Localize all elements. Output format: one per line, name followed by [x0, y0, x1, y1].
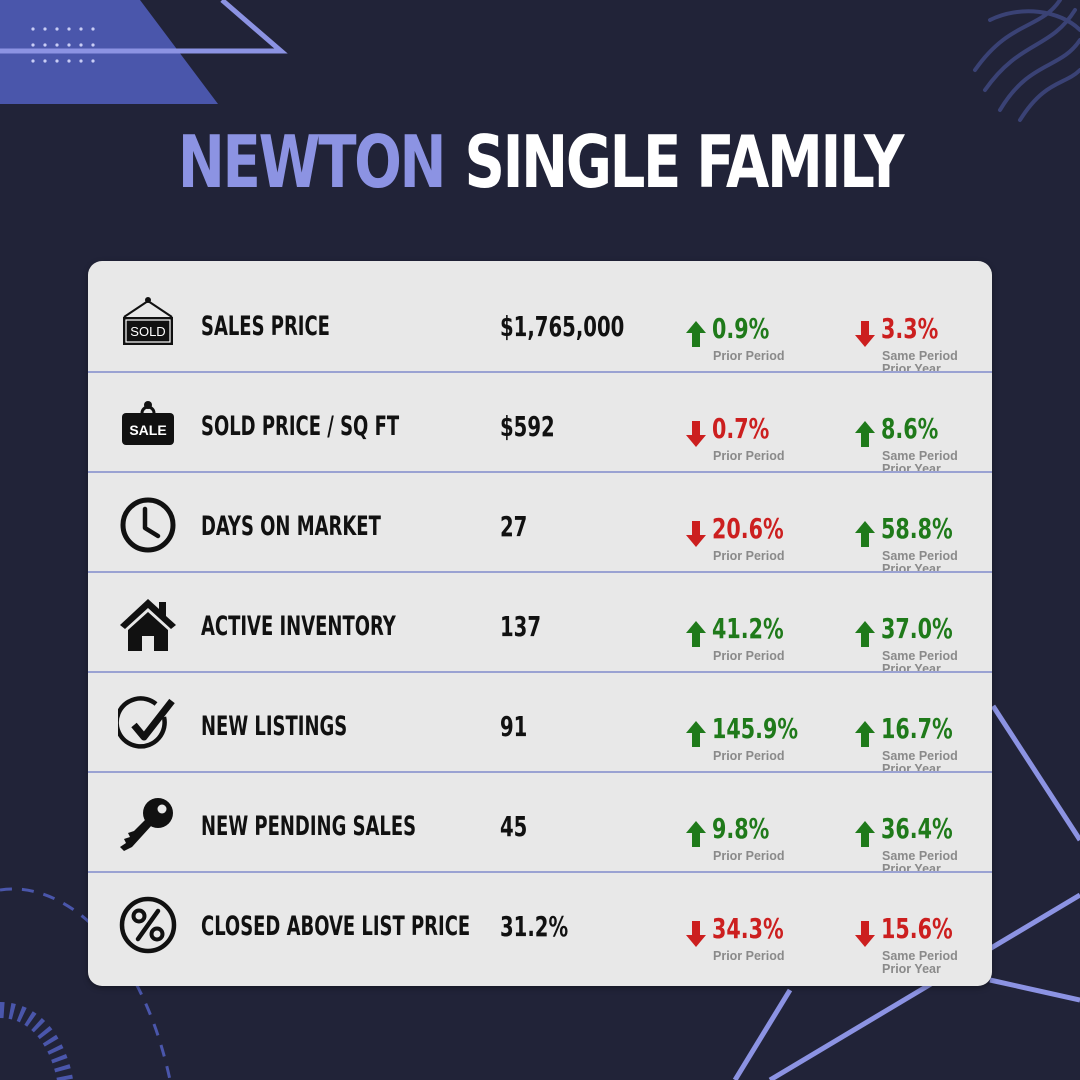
change-caption: Prior Period: [713, 849, 785, 863]
clock-icon: [120, 497, 176, 553]
change-percent: 145.9%: [712, 712, 799, 745]
stat-row-sales-price: SOLD SALES PRICE $1,765,000 0.9% Prior P…: [88, 273, 992, 376]
stat-row-closed-above-list: CLOSED ABOVE LIST PRICE 31.2% 34.3% Prio…: [88, 873, 992, 976]
checkmark-circle-icon: [118, 696, 175, 749]
change-caption: Same Period Prior Year: [882, 949, 958, 976]
change-percent: 34.3%: [712, 912, 784, 945]
row-divider: [88, 471, 992, 473]
arrow-down-icon: [686, 521, 706, 547]
row-divider: [88, 871, 992, 873]
arrow-down-icon: [855, 921, 875, 947]
arrow-up-icon: [855, 421, 875, 447]
row-divider: [88, 571, 992, 573]
stat-value: 31.2%: [500, 910, 569, 943]
change-caption: Prior Period: [713, 549, 785, 563]
stats-card: SOLD SALES PRICE $1,765,000 0.9% Prior P…: [88, 261, 992, 986]
change-percent: 0.9%: [712, 312, 770, 345]
arrow-up-icon: [855, 721, 875, 747]
row-divider: [88, 371, 992, 373]
arrow-down-icon: [855, 321, 875, 347]
arrow-down-icon: [686, 421, 706, 447]
change-caption: Prior Period: [713, 649, 785, 663]
title-property-type: SINGLE FAMILY: [464, 120, 904, 204]
arrow-up-icon: [686, 621, 706, 647]
stat-value: $592: [500, 410, 555, 443]
change-percent: 58.8%: [881, 512, 953, 545]
stat-label: CLOSED ABOVE LIST PRICE: [201, 911, 471, 942]
change-caption: Prior Period: [713, 449, 785, 463]
stat-value: 91: [500, 710, 528, 743]
arrow-up-icon: [686, 321, 706, 347]
row-divider: [88, 771, 992, 773]
arrow-up-icon: [855, 821, 875, 847]
change-percent: 8.6%: [881, 412, 939, 445]
stat-label: SOLD PRICE / SQ FT: [201, 411, 400, 442]
house-icon: [120, 599, 176, 651]
change-percent: 9.8%: [712, 812, 770, 845]
stat-value: $1,765,000: [500, 310, 625, 343]
row-divider: [88, 671, 992, 673]
stat-value: 137: [500, 610, 542, 643]
stat-label: NEW PENDING SALES: [201, 811, 417, 842]
stat-label: ACTIVE INVENTORY: [201, 611, 396, 642]
change-percent: 36.4%: [881, 812, 953, 845]
sale-sign-icon: SALE: [122, 401, 174, 445]
stat-row-new-listings: NEW LISTINGS 91 145.9% Prior Period 16.7…: [88, 673, 992, 776]
arrow-up-icon: [855, 521, 875, 547]
stat-label: NEW LISTINGS: [201, 711, 348, 742]
change-percent: 15.6%: [881, 912, 953, 945]
change-caption: Prior Period: [713, 349, 785, 363]
page-title: NEWTON SINGLE FAMILY: [119, 118, 961, 206]
stat-row-sold-price-sqft: SALE SOLD PRICE / SQ FT $592 0.7% Prior …: [88, 373, 992, 476]
sold-sign-icon: SOLD: [123, 297, 173, 345]
stat-row-days-on-market: DAYS ON MARKET 27 20.6% Prior Period 58.…: [88, 473, 992, 576]
svg-text:SOLD: SOLD: [130, 324, 165, 339]
stat-value: 45: [500, 810, 528, 843]
change-caption: Prior Period: [713, 749, 785, 763]
stat-value: 27: [500, 510, 528, 543]
change-caption: Prior Period: [713, 949, 785, 963]
stat-label: SALES PRICE: [201, 311, 330, 342]
arrow-up-icon: [686, 721, 706, 747]
title-city: NEWTON: [177, 120, 447, 204]
change-percent: 41.2%: [712, 612, 784, 645]
stat-row-new-pending-sales: NEW PENDING SALES 45 9.8% Prior Period 3…: [88, 773, 992, 876]
change-percent: 37.0%: [881, 612, 953, 645]
change-percent: 16.7%: [881, 712, 953, 745]
svg-text:SALE: SALE: [129, 422, 166, 438]
change-percent: 0.7%: [712, 412, 770, 445]
change-percent: 3.3%: [881, 312, 939, 345]
arrow-up-icon: [686, 821, 706, 847]
arrow-up-icon: [855, 621, 875, 647]
percent-circle-icon: [119, 896, 177, 954]
stat-row-active-inventory: ACTIVE INVENTORY 137 41.2% Prior Period …: [88, 573, 992, 676]
stat-label: DAYS ON MARKET: [201, 511, 381, 542]
change-percent: 20.6%: [712, 512, 784, 545]
arrow-down-icon: [686, 921, 706, 947]
key-icon: [120, 798, 173, 851]
